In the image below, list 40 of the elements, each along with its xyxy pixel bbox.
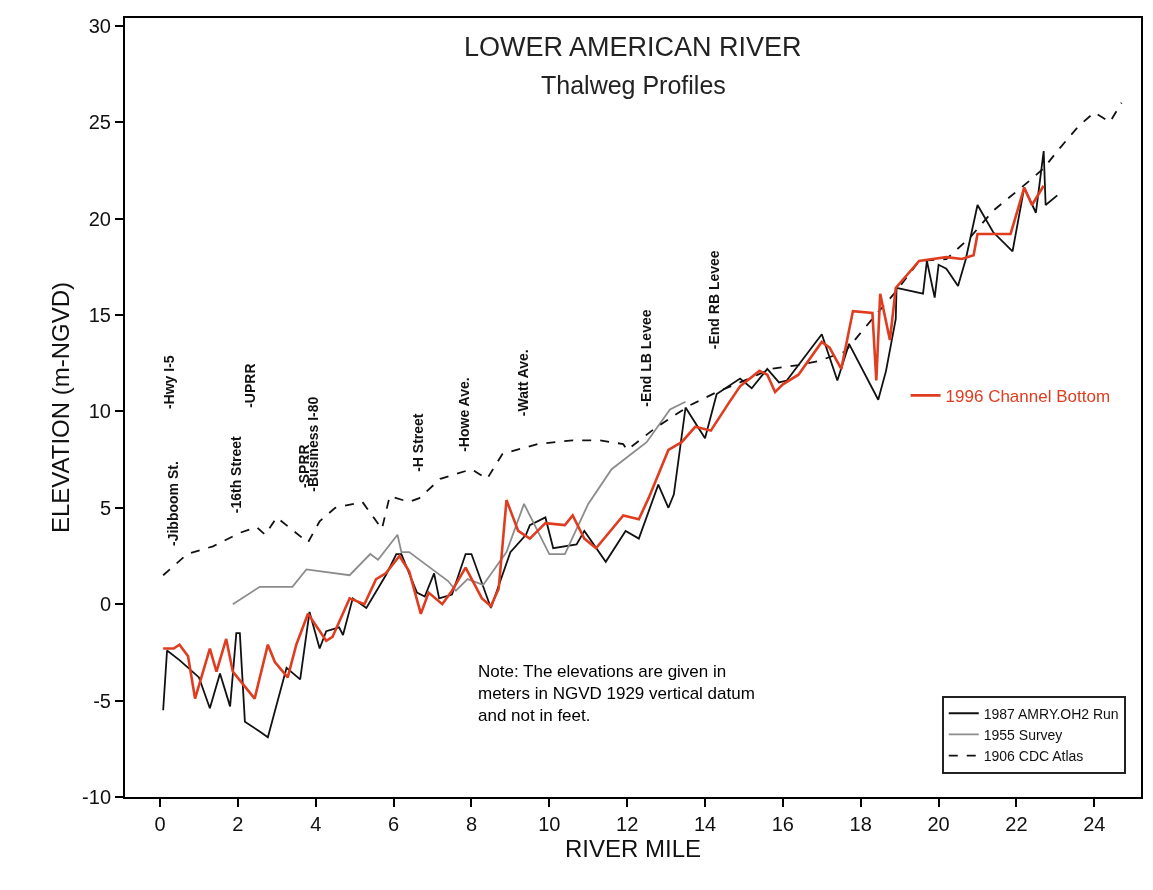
- text: Thalweg Profiles: [541, 71, 726, 99]
- annotation: -Watt Ave.: [515, 349, 532, 417]
- y-tick-label: -10: [82, 786, 111, 808]
- text: LOWER AMERICAN RIVER: [464, 32, 802, 62]
- legend-label: 1996 Channel Bottom: [945, 386, 1111, 406]
- annotation: Note: The elevations are given in meters in NGVD 1929 vertical datum and not in feet.: [478, 662, 755, 726]
- annotation: -End LB Levee: [637, 309, 654, 407]
- y-tick-label: 0: [99, 593, 111, 616]
- x-tick-label: 22: [1005, 813, 1028, 835]
- annotation: -Hwy I-5: [161, 355, 178, 410]
- y-tick-label: 25: [88, 111, 111, 134]
- x-axis-title: RIVER MILE: [564, 835, 702, 862]
- annotation: -End RB Levee: [706, 250, 723, 350]
- annotation: -Jibboom St.: [164, 461, 181, 546]
- y-tick-label: 5: [99, 496, 111, 519]
- annotation: -UPRR: [242, 363, 259, 408]
- x-tick-label: 16: [771, 813, 794, 835]
- legend-label: 1955 Survey: [983, 726, 1063, 743]
- y-tick-label: 15: [88, 303, 111, 326]
- x-tick-label: 18: [849, 813, 872, 835]
- x-tick-label: 2: [232, 813, 244, 835]
- x-tick-label: 4: [310, 813, 322, 835]
- x-tick-label: 10: [538, 813, 561, 835]
- y-tick-label: 10: [88, 400, 111, 423]
- x-tick-label: 12: [616, 813, 639, 835]
- annotation: -H Street: [410, 413, 427, 472]
- x-tick-label: 6: [388, 813, 400, 835]
- legend-label: 1987 AMRY.OH2 Run: [983, 705, 1119, 722]
- x-tick-label: 14: [693, 813, 717, 835]
- y-tick-label: 30: [88, 14, 111, 37]
- y-axis-title: ELEVATION (m-NGVD): [46, 281, 74, 534]
- annotation: -16th Street: [228, 435, 245, 514]
- x-tick-label: 8: [465, 813, 478, 835]
- x-tick-label: 0: [154, 813, 166, 835]
- x-tick-label: 24: [1083, 813, 1106, 835]
- legend-label: 1906 CDC Atlas: [983, 748, 1084, 765]
- x-tick-label: 20: [927, 813, 950, 835]
- annotation: -Howe Ave.: [455, 377, 472, 452]
- y-tick-label: -5: [93, 689, 111, 712]
- y-tick-label: 20: [88, 207, 111, 230]
